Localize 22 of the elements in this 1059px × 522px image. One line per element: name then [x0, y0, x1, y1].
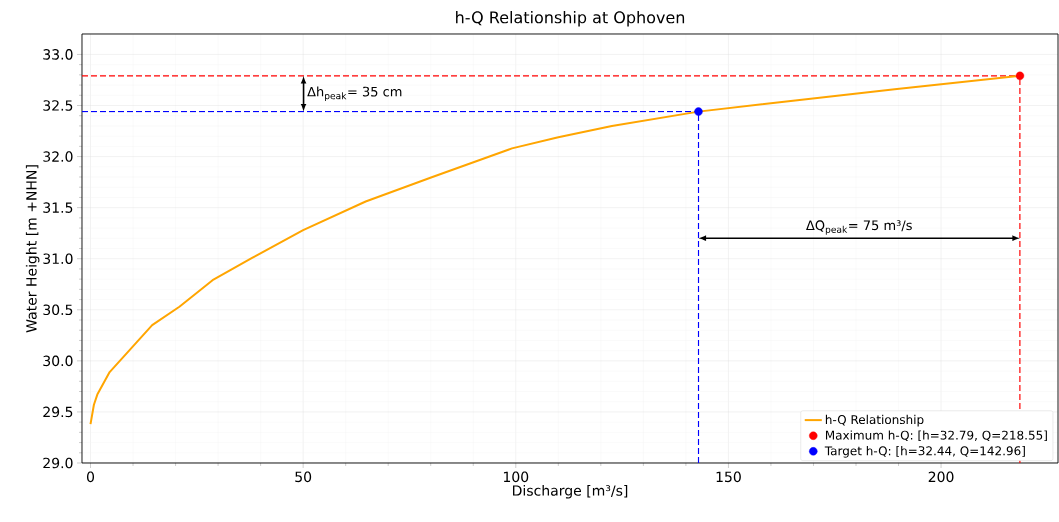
y-tick-label: 31.0: [43, 253, 73, 265]
x-tick-label: 100: [503, 471, 529, 483]
x-axis-title: Discharge [m³/s]: [513, 484, 628, 499]
chart-title: h-Q Relationship at Ophoven: [456, 10, 685, 27]
y-axis-title: Water Height [m +NHN]: [25, 165, 40, 333]
x-tick-label: 0: [86, 471, 95, 483]
legend-label: h-Q Relationship: [825, 414, 924, 427]
annotation: ΔQ$_{peak}$= 75 m³/s: [806, 220, 912, 235]
annotation: Δh$_{peak}$= 35 cm: [307, 86, 402, 102]
x-tick-label: 200: [928, 471, 954, 483]
y-tick-label: 31.5: [43, 202, 73, 213]
y-tick-label: 30.5: [43, 304, 73, 316]
x-tick-label: 150: [716, 471, 741, 483]
y-tick-label: 30.0: [43, 355, 73, 367]
y-tick-label: 29.0: [43, 457, 73, 469]
y-tick-label: 32.0: [43, 151, 73, 162]
legend-label: Target h-Q: [h=32.44, Q=142.96]: [824, 446, 1025, 458]
legend-label: Maximum h-Q: [h=32.79, Q=218.55]: [825, 430, 1047, 442]
y-tick-label: 33.0: [43, 49, 73, 60]
y-tick-label: 32.5: [43, 100, 73, 111]
x-tick-label: 50: [295, 471, 312, 483]
y-tick-label: 29.5: [43, 406, 73, 418]
